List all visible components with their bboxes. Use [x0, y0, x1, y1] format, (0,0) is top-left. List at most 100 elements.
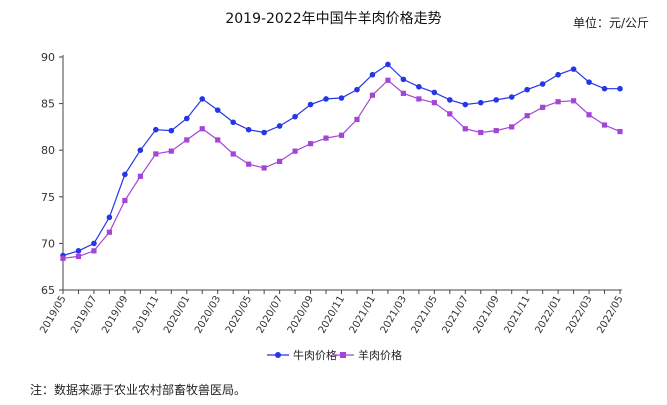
- x-tick-label: 2021/09: [472, 294, 502, 335]
- y-tick-label: 75: [41, 191, 55, 204]
- mutton-data-point: [60, 255, 66, 261]
- mutton-data-point: [277, 158, 283, 164]
- beef-data-point: [106, 214, 113, 221]
- mutton-data-point: [215, 137, 221, 143]
- mutton-data-point: [184, 137, 190, 143]
- y-tick-label: 90: [41, 51, 55, 64]
- mutton-data-point: [586, 112, 592, 118]
- beef-data-point: [230, 119, 236, 126]
- series-mutton: [60, 77, 623, 261]
- mutton-data-point: [261, 165, 267, 171]
- mutton-data-point: [400, 90, 406, 96]
- line-chart: 65 70 75 80 85 90 2019/05 2019/07 2019/09 2019/11…: [38, 51, 625, 362]
- beef-data-point: [168, 127, 175, 134]
- x-tick-label: 2021/03: [379, 294, 409, 335]
- legend-mutton-label: 羊肉价格: [358, 348, 402, 362]
- x-tick-label: 2022/01: [533, 294, 563, 335]
- beef-data-point: [292, 113, 298, 120]
- beef-data-point: [617, 85, 623, 92]
- beef-data-point: [214, 107, 221, 113]
- beef-data-point: [524, 86, 530, 93]
- mutton-data-point: [292, 148, 298, 154]
- beef-data-point: [153, 126, 159, 133]
- beef-data-point: [431, 89, 438, 96]
- mutton-data-point: [75, 253, 82, 260]
- mutton-data-point: [570, 98, 577, 104]
- beef-data-point: [183, 115, 190, 122]
- mutton-data-point: [385, 77, 391, 83]
- beef-data-point: [122, 171, 128, 178]
- beef-data-point: [276, 123, 283, 129]
- x-tick-label: 2021/07: [441, 294, 471, 335]
- mutton-data-point: [338, 132, 345, 138]
- beef-data-point: [245, 126, 252, 133]
- x-tick-label: 2020/03: [193, 294, 223, 335]
- beef-data-point: [75, 248, 82, 254]
- mutton-data-point: [509, 124, 515, 130]
- mutton-data-point: [601, 122, 608, 128]
- x-tick-label: 2019/11: [131, 294, 161, 335]
- mutton-data-point: [323, 135, 329, 141]
- beef-data-point: [354, 86, 360, 93]
- mutton-data-point: [617, 128, 623, 135]
- y-tick-label: 80: [41, 144, 55, 157]
- mutton-data-point: [478, 129, 484, 136]
- x-tick-label: 2022/05: [595, 294, 625, 335]
- mutton-data-point: [493, 128, 499, 134]
- x-tick-label: 2020/09: [286, 294, 316, 335]
- mutton-data-point: [91, 248, 97, 254]
- x-tick-label: 2020/11: [317, 294, 347, 335]
- mutton-data-point: [540, 104, 546, 110]
- beef-data-point: [477, 99, 484, 106]
- mutton-data-point: [153, 151, 159, 157]
- mutton-data-point: [524, 113, 530, 119]
- beef-data-point: [462, 101, 469, 108]
- beef-data-point: [137, 147, 144, 153]
- beef-data-point: [400, 76, 407, 83]
- beef-data-point: [570, 66, 577, 72]
- series-beef: [60, 61, 623, 259]
- beef-data-point: [601, 85, 608, 92]
- beef-data-point: [199, 96, 206, 102]
- beef-data-point: [555, 71, 561, 78]
- mutton-data-point: [106, 229, 113, 235]
- x-tick-label: 2020/05: [224, 294, 254, 335]
- beef-data-point: [385, 61, 391, 68]
- mutton-data-point: [462, 126, 468, 132]
- legend: 牛肉价格 羊肉价格: [267, 348, 402, 362]
- mutton-data-point: [416, 96, 422, 102]
- x-tick-label: 2019/09: [100, 294, 130, 335]
- y-tick-label: 70: [41, 237, 55, 250]
- beef-data-point: [307, 101, 314, 108]
- mutton-data-point: [246, 161, 252, 167]
- source-note: 注：数据来源于农业农村部畜牧兽医局。: [30, 383, 247, 397]
- x-tick-label: 2022/03: [564, 294, 594, 335]
- mutton-data-point: [354, 116, 360, 123]
- beef-data-point: [447, 97, 453, 103]
- legend-beef-marker: [275, 352, 281, 358]
- x-tick-label: 2021/05: [410, 294, 440, 335]
- x-tick-label: 2019/07: [69, 294, 99, 335]
- legend-beef-label: 牛肉价格: [293, 348, 337, 362]
- x-tick-label: 2019/05: [38, 294, 68, 335]
- mutton-data-point: [230, 151, 236, 157]
- mutton-price-line: [62, 79, 621, 259]
- beef-data-point: [323, 96, 329, 102]
- mutton-data-point: [199, 126, 205, 132]
- beef-price-line: [62, 63, 620, 257]
- beef-data-point: [91, 240, 97, 247]
- x-tick-label: 2020/01: [162, 294, 192, 335]
- beef-data-point: [338, 95, 345, 101]
- x-tick-label: 2020/07: [255, 294, 285, 335]
- beef-data-point: [369, 71, 376, 78]
- beef-data-point: [539, 81, 546, 87]
- beef-data-point: [416, 84, 422, 90]
- axes: 65 70 75 80 85 90 2019/05 2019/07 2019/09 2019/11…: [38, 51, 625, 335]
- series-layer: [60, 61, 623, 261]
- y-tick-label: 85: [41, 98, 55, 111]
- x-tick-label: 2021/01: [348, 294, 378, 335]
- mutton-data-point: [168, 148, 174, 154]
- unit-label: 单位：元/公斤: [572, 16, 649, 30]
- beef-data-point: [586, 79, 592, 85]
- mutton-data-point: [307, 141, 314, 147]
